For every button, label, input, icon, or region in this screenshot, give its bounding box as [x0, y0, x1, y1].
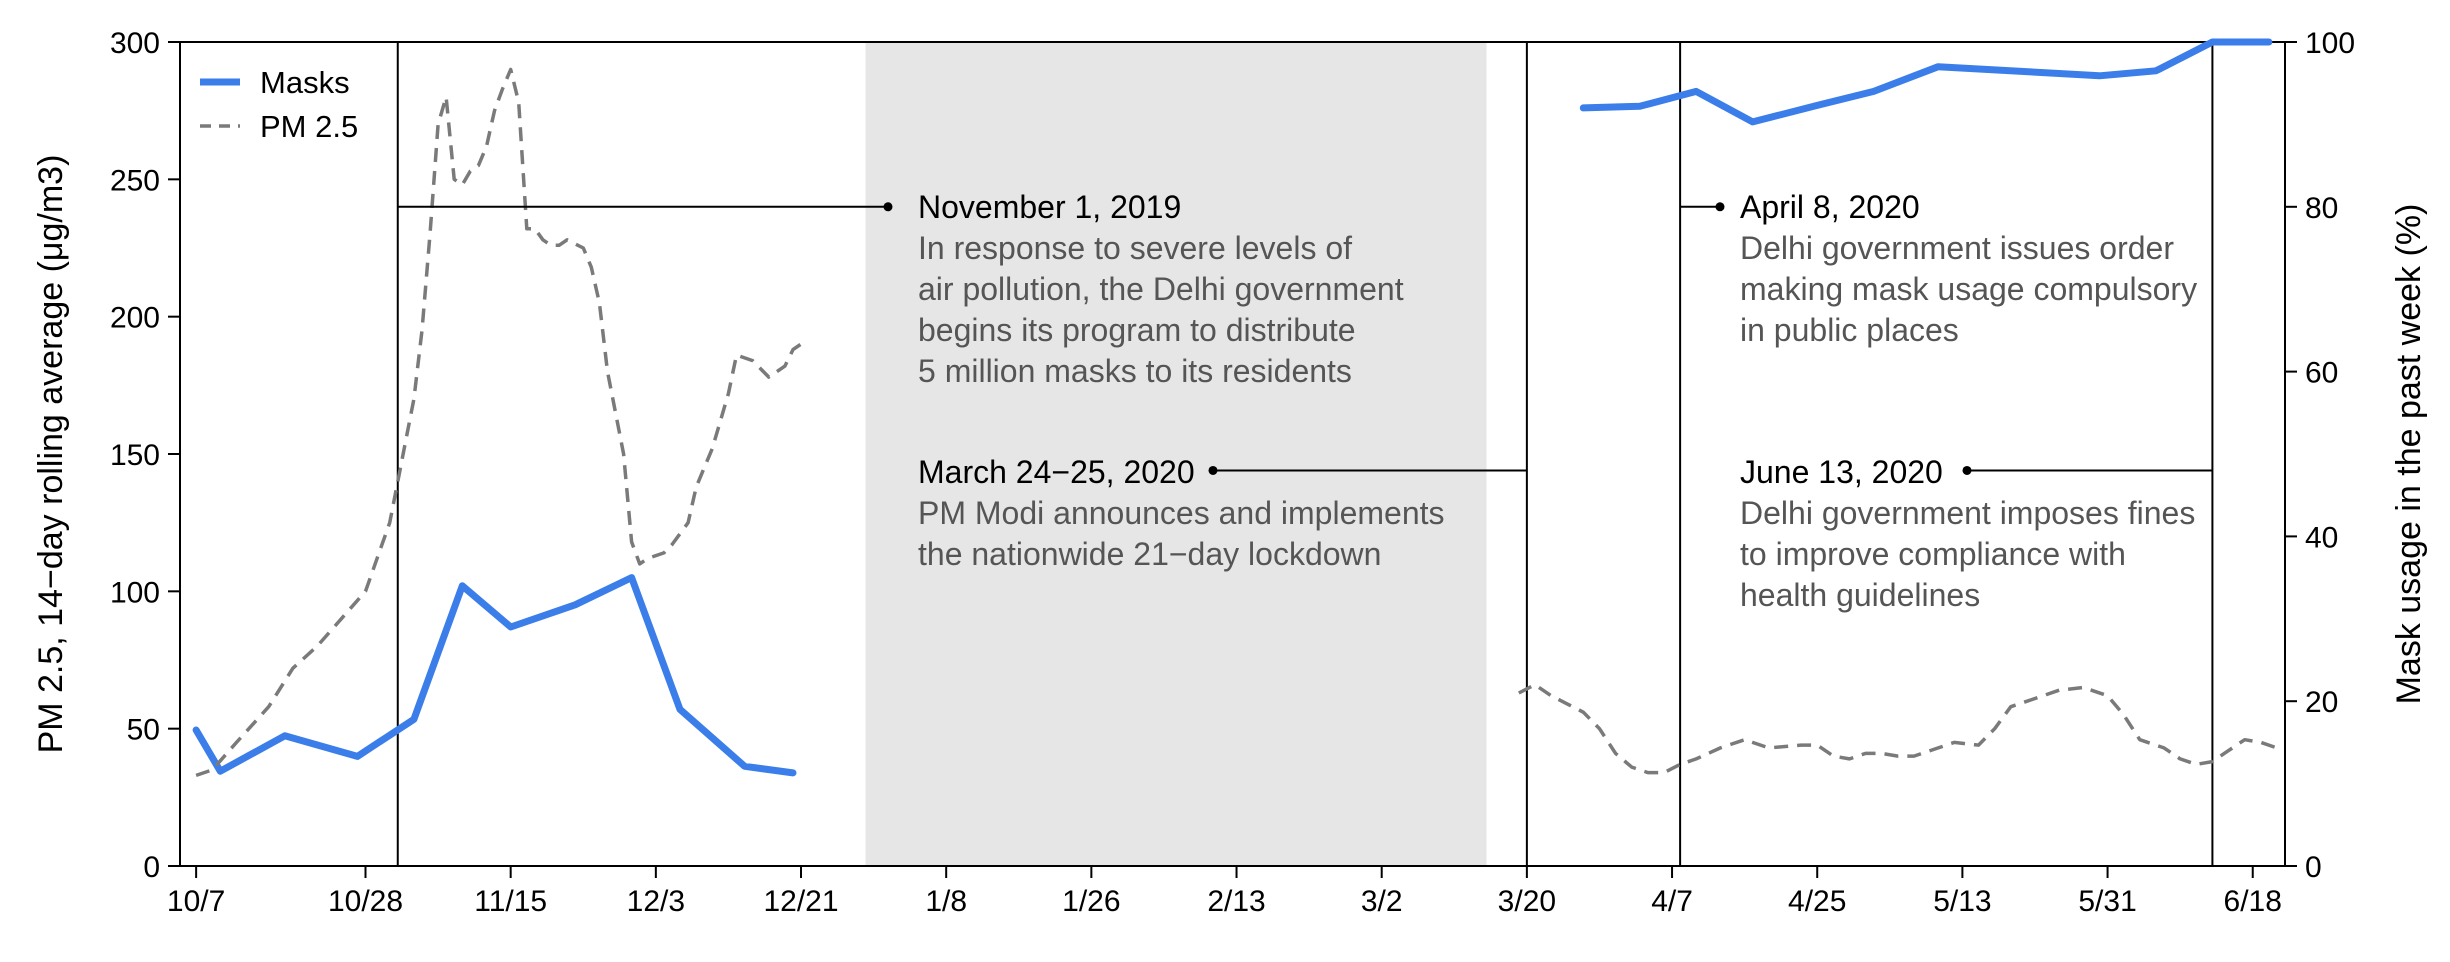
annotation-title: November 1, 2019: [918, 189, 1181, 225]
y-left-tick-label: 250: [110, 164, 160, 197]
y-right-tick-label: 60: [2305, 357, 2338, 390]
annotations-layer: November 1, 2019 In response to severe le…: [397, 189, 2213, 613]
x-tick-label: 3/20: [1498, 885, 1556, 918]
x-tick-label: 2/13: [1207, 885, 1265, 918]
shaded-period-layer: [865, 42, 1487, 866]
x-tick-label: 1/8: [925, 885, 967, 918]
annotation-text-line: air pollution, the Delhi government: [918, 271, 1404, 307]
legend: Masks PM 2.5: [200, 65, 358, 144]
x-tick-label: 10/28: [328, 885, 403, 918]
legend-label: PM 2.5: [260, 109, 358, 144]
series-line-pm-2-5: [195, 67, 802, 778]
annotation-title: June 13, 2020: [1740, 454, 1943, 490]
annotation-text-line: PM Modi announces and implements: [918, 495, 1445, 531]
series-layer: [192, 38, 2278, 778]
x-tick-label: 4/25: [1788, 885, 1846, 918]
y-left-tick-label: 0: [143, 851, 160, 884]
y-right-tick-label: 80: [2305, 192, 2338, 225]
shaded-period: [865, 42, 1487, 866]
x-tick-label: 4/7: [1651, 885, 1693, 918]
series-line-masks: [1579, 38, 2273, 126]
x-tick-label: 1/26: [1062, 885, 1120, 918]
y-right-tick-label: 40: [2305, 521, 2338, 554]
axes: 0 50 100 150 200 250 300 0 20 40 60 80 100 10/7 10/28 1…: [32, 27, 2428, 918]
y-left-tick-label: 50: [127, 714, 160, 747]
annotation-dot: [1208, 465, 1218, 475]
x-tick-label: 10/7: [167, 885, 225, 918]
y-right-axis-title: Mask usage in the past week (%): [2390, 204, 2428, 705]
annotation-text-line: health guidelines: [1740, 577, 1980, 613]
y-left-tick-label: 200: [110, 302, 160, 335]
annotation-dot: [1715, 202, 1725, 212]
annotation-dot: [1962, 465, 1972, 475]
annotation-text-line: the nationwide 21−day lockdown: [918, 536, 1381, 572]
x-tick-label: 5/31: [2078, 885, 2136, 918]
annotation-title: March 24−25, 2020: [918, 454, 1195, 490]
annotation-title: April 8, 2020: [1740, 189, 1920, 225]
y-left-tick-label: 100: [110, 576, 160, 609]
annotation-text-line: In response to severe levels of: [918, 230, 1352, 266]
x-tick-label: 12/21: [763, 885, 838, 918]
x-tick-label: 12/3: [627, 885, 685, 918]
series-line-pm-2-5: [1517, 682, 2278, 775]
y-right-tick-label: 100: [2305, 27, 2355, 60]
annotation-dot: [883, 202, 893, 212]
annotation-text-line: in public places: [1740, 312, 1959, 348]
annotation-text-line: begins its program to distribute: [918, 312, 1356, 348]
legend-label: Masks: [260, 65, 350, 100]
y-right-tick-label: 20: [2305, 686, 2338, 719]
x-tick-label: 6/18: [2224, 885, 2282, 918]
x-tick-label: 5/13: [1933, 885, 1991, 918]
x-tick-label: 11/15: [474, 885, 547, 918]
series-line-masks: [192, 574, 797, 777]
y-left-axis-title: PM 2.5, 14−day rolling average (μg/m3): [32, 155, 70, 754]
annotation-text-line: Delhi government issues order: [1740, 230, 2174, 266]
annotation-text-line: to improve compliance with: [1740, 536, 2126, 572]
annotation-text-line: 5 million masks to its residents: [918, 353, 1352, 389]
annotation-text-line: making mask usage compulsory: [1740, 271, 2197, 307]
y-left-tick-label: 150: [110, 439, 160, 472]
x-tick-label: 3/2: [1361, 885, 1403, 918]
annotation-text-line: Delhi government imposes fines: [1740, 495, 2195, 531]
y-right-tick-label: 0: [2305, 851, 2322, 884]
y-left-tick-label: 300: [110, 27, 160, 60]
